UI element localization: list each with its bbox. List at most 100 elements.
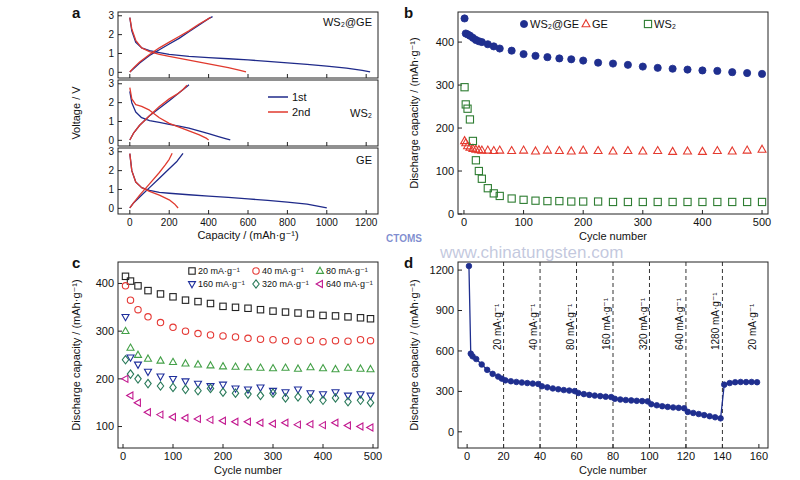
y-tick [118,208,122,209]
x-tick [467,444,468,448]
data-point [544,54,551,61]
data-point [466,263,472,269]
data-point [514,379,520,385]
data-point [580,198,587,205]
x-tick [326,142,327,146]
data-point [532,197,539,204]
data-point [732,379,738,385]
data-point [232,363,239,369]
data-point [294,365,301,371]
rate-label: 1280 mA·g⁻¹ [710,292,721,350]
data-point [758,198,765,205]
data-point [220,303,226,309]
data-point [532,147,540,154]
rate-label: 640 mA·g⁻¹ [674,297,685,350]
x-tick-label: 0 [461,216,467,228]
data-point [576,390,582,396]
data-point [754,379,760,385]
data-point [461,84,468,91]
x-tick [642,210,643,214]
y-tick [118,170,122,171]
y-axis-label: Voltage / V [70,86,82,140]
data-point [332,337,338,343]
x-tick [287,210,288,214]
data-point [207,384,213,392]
data-point [484,367,490,373]
y-tick-label: 0 [108,203,114,214]
data-point [624,147,632,154]
y-tick [458,350,462,351]
data-point [157,357,164,363]
data-point [135,283,141,289]
data-point [475,167,482,174]
x-tick [758,444,759,448]
data-point [555,386,561,392]
data-point [357,365,364,371]
data-point [282,419,288,426]
data-point [169,358,176,364]
data-point [345,398,351,406]
data-point [219,417,225,424]
data-point [623,397,629,403]
y-tick [118,102,122,103]
data-point [135,306,141,312]
data-point [690,410,696,416]
data-point [713,147,721,154]
x-tick-label: 160 [750,450,768,462]
data-point [634,398,640,404]
data-point [654,198,661,205]
x-tick [248,142,249,146]
data-point [367,337,373,343]
data-point [580,57,587,64]
data-point [609,60,616,67]
data-point [519,380,525,386]
plot-frame [458,262,768,448]
plot-frame [118,148,378,214]
y-tick [458,171,462,172]
panel: 0123WS₂1st2ndVoltage / V [70,78,378,146]
y-tick-label: 100 [436,165,454,177]
x-tick [583,210,584,214]
legend-label: 320 mA·g⁻¹ [262,279,309,289]
data-point [295,310,301,316]
y-tick-label: 0 [448,426,454,438]
series-line [130,85,209,140]
x-tick-label: 0 [464,450,470,462]
data-point [220,388,226,396]
data-point [257,385,264,391]
series-line [130,153,327,208]
data-point [603,394,609,400]
data-point [597,393,603,399]
rate-boundary [685,262,686,448]
y-tick [118,426,122,427]
data-point [207,300,213,306]
data-point [714,67,721,74]
data-area [122,273,374,431]
data-point [539,383,545,389]
y-tick-label: 1 [108,48,114,59]
x-tick-label: 200 [161,217,178,228]
y-tick [458,431,462,432]
x-axis-label: Cycle number [214,464,282,476]
data-point [257,336,263,342]
y-tick-label: 3 [108,78,114,89]
data-point [543,146,551,153]
data-point [320,312,326,318]
data-point [207,362,214,368]
plot-frame [118,12,378,78]
data-point [464,105,471,112]
x-tick [169,142,170,146]
y-axis-label: Discharge capacity / (mAh·g⁻¹) [408,279,420,430]
legend-swatch [253,268,259,274]
x-tick [463,210,464,214]
data-point [586,392,592,398]
data-point [508,47,515,54]
data-point [144,409,150,416]
data-point [245,335,251,341]
y-tick [118,72,122,73]
data-point [157,291,163,297]
rate-boundary [503,262,504,448]
data-point [127,344,134,350]
data-point [469,137,476,144]
y-tick-label: 2 [108,29,114,40]
